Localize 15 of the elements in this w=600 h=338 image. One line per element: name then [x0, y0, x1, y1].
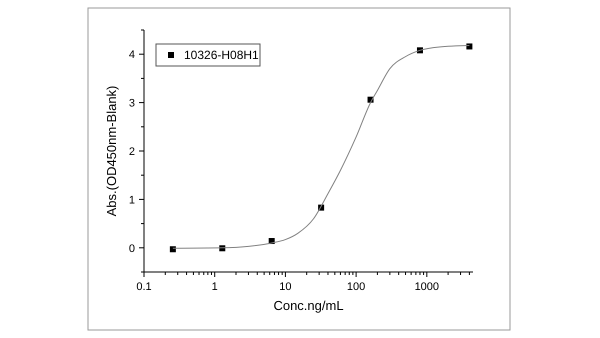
x-tick-label: 0.1 — [136, 281, 152, 293]
legend-label: 10326-H08H1 — [184, 48, 260, 62]
x-tick-label: 100 — [346, 281, 366, 293]
y-axis-title: Abs.(OD450nm-Blank) — [104, 86, 119, 216]
y-tick-label: 3 — [128, 98, 135, 110]
y-tick-label: 2 — [128, 146, 135, 158]
x-tick-label: 10 — [279, 281, 292, 293]
y-tick-label: 0 — [128, 242, 135, 255]
point — [466, 43, 472, 50]
x-tick-label: 1000 — [414, 281, 440, 293]
y-tick-label: 1 — [128, 194, 135, 206]
x-tick-label: 1 — [212, 281, 218, 293]
y-tick-label: 4 — [128, 49, 135, 62]
point — [170, 246, 176, 252]
x-axis-title: Conc.ng/mL — [273, 298, 344, 313]
